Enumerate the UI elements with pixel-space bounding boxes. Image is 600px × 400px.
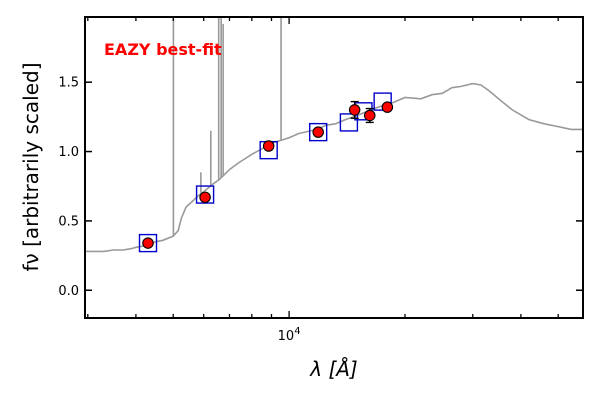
model-flux-square <box>138 233 158 253</box>
plot-area <box>85 17 583 318</box>
model-flux-square <box>339 113 359 132</box>
observed-flux-point <box>262 140 275 152</box>
y-tick-label: 1.0 <box>58 145 79 160</box>
observed-flux-point <box>142 237 154 249</box>
plot-frame <box>84 16 584 319</box>
x-tick-exponent: 4 <box>294 326 300 337</box>
template-layer <box>85 17 583 253</box>
x-axis-label: λ [Å] <box>309 357 357 381</box>
template-spectrum-line <box>85 82 583 253</box>
observed-flux-point <box>199 191 211 204</box>
model-flux-square <box>308 122 328 142</box>
observed-flux-point <box>312 126 324 138</box>
observed-flux-point <box>348 104 361 116</box>
y-tick-label: 0.0 <box>58 284 79 299</box>
marks-layer <box>138 92 394 253</box>
observed-flux-point <box>381 101 394 113</box>
x-tick-label: 104 <box>278 326 301 344</box>
observed-flux-point <box>364 109 376 122</box>
y-tick-label: 1.5 <box>58 76 79 91</box>
y-tick-label: 0.5 <box>58 214 79 229</box>
y-axis-label: fν [arbitrarily scaled] <box>19 63 43 272</box>
eazy-label: EAZY best-fit <box>104 40 222 59</box>
